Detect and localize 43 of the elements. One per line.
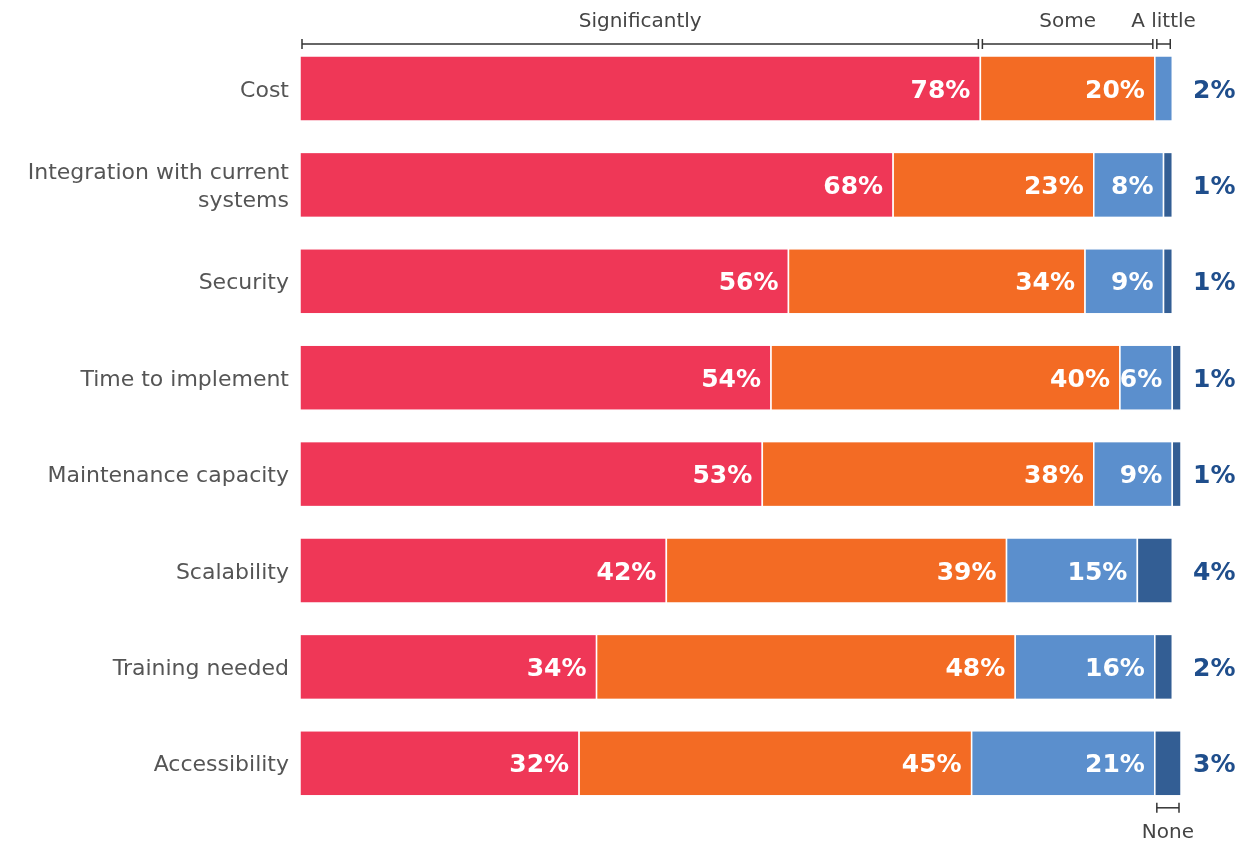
data-label: 8% [1111,170,1154,200]
series-label: A little [1131,8,1196,32]
data-label: 45% [901,749,962,779]
data-label: 1% [1193,267,1236,297]
data-label: 2% [1193,74,1236,104]
data-label: 34% [1015,267,1076,297]
y-tick-label: Maintenance capacity [47,462,289,488]
data-label: 23% [1023,170,1084,200]
data-label: 4% [1193,556,1236,586]
data-label: 40% [1050,363,1110,393]
data-label: 20% [1084,74,1145,104]
data-label: 34% [526,652,587,682]
series-label: None [1141,818,1195,843]
data-label: 3% [1193,749,1236,779]
data-label: 15% [1067,556,1128,586]
data-label: 56% [718,267,779,297]
data-label: 78% [910,74,971,104]
y-tick-label: Time to implement [79,365,290,391]
y-tick-label: Scalability [175,558,289,584]
data-label: 21% [1084,749,1145,779]
data-label: 42% [596,556,657,586]
data-label: 1% [1193,460,1236,490]
data-label: 16% [1084,652,1145,682]
data-label: 68% [823,170,884,200]
data-label: 9% [1119,460,1163,490]
series-label: Significantly [578,8,702,32]
data-label: 6% [1119,363,1163,393]
data-label: 38% [1023,460,1084,490]
y-tick-label: Accessibility [153,751,289,777]
series-label: Some [1039,8,1096,32]
data-label: 32% [509,749,570,779]
data-label: 53% [692,460,753,490]
data-label: 39% [936,556,997,586]
y-tick-label: Cost [240,76,290,102]
data-label: 54% [701,363,762,393]
data-label: 1% [1193,170,1236,200]
y-tick-label: Integration with current systems [27,158,290,212]
data-label: 1% [1193,363,1236,393]
data-label: 2% [1193,652,1236,682]
y-tick-label: Training needed [111,654,289,680]
data-label: 48% [945,652,1006,682]
y-tick-label: Security [198,269,289,295]
data-label: 9% [1111,267,1154,297]
